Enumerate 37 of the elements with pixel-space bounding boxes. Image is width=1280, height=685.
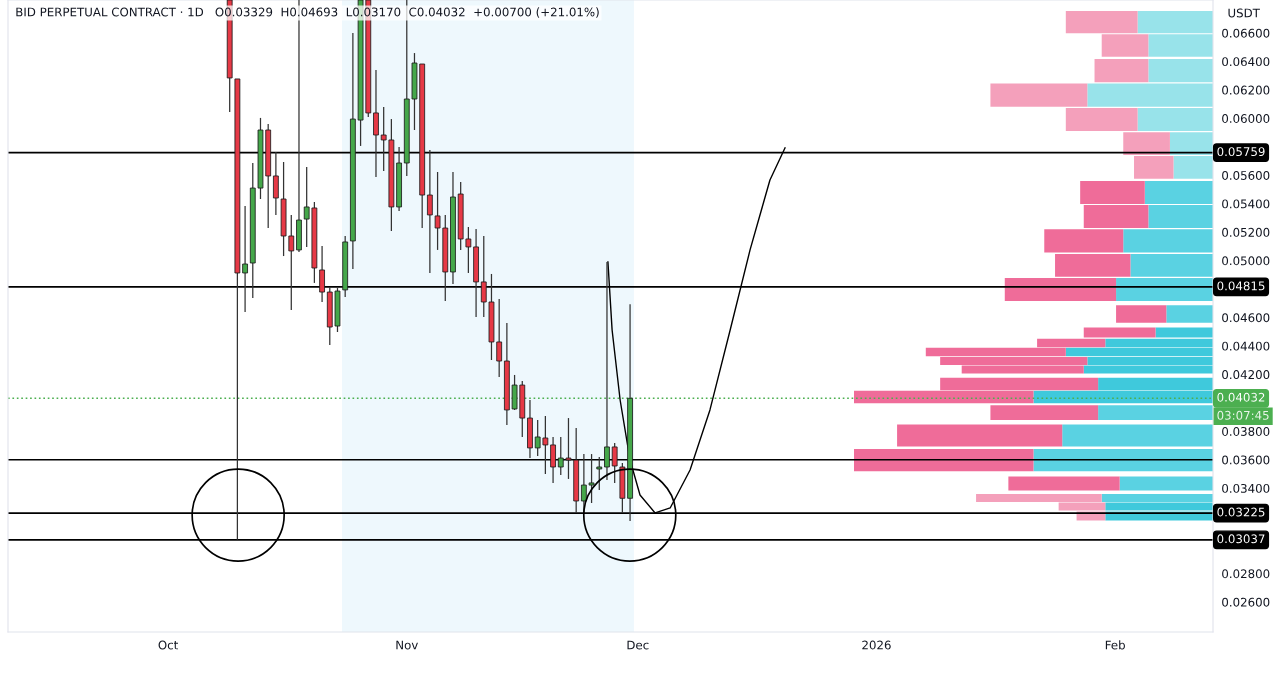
candlestick — [550, 436, 556, 484]
y-tick-label: 0.03600 — [1222, 455, 1270, 465]
y-tick-label: 0.05000 — [1222, 256, 1270, 266]
y-tick-label: 0.06200 — [1222, 85, 1270, 95]
y-tick-label: 0.02600 — [1222, 597, 1270, 607]
y-axis-title: USDT — [1228, 8, 1260, 18]
x-tick-label: Dec — [627, 640, 649, 650]
y-tick-label: 0.06600 — [1222, 28, 1270, 38]
y-tick-label: 0.04600 — [1222, 313, 1270, 323]
y-tick-label: 0.02800 — [1222, 569, 1270, 579]
y-tick-label: 0.06400 — [1222, 57, 1270, 67]
text: O0.03329 H0.04693 L0.03170 C0.04032 +0.00700 (+21.01%) — [215, 7, 599, 18]
ref-line-label: 0.04032 — [1217, 392, 1265, 402]
x-tick-label: 2026 — [862, 640, 891, 650]
ref-line-label: 0.04815 — [1217, 281, 1265, 291]
x-tick-label: Oct — [158, 640, 179, 650]
ref-line-label: 0.03037 — [1217, 534, 1265, 544]
text: 03:07:45 — [1217, 410, 1269, 420]
candlestick — [373, 69, 379, 178]
y-tick-label: 0.05400 — [1222, 199, 1270, 209]
bar — [1062, 424, 1213, 447]
y-tick-label: 0.05600 — [1222, 170, 1270, 180]
y-tick-label: 0.04200 — [1222, 370, 1270, 380]
text: BID PERPETUAL CONTRACT · 1D — [16, 7, 204, 17]
y-tick-label: 0.03400 — [1222, 483, 1270, 493]
x-tick-label: Nov — [396, 640, 418, 650]
y-tick-label: 0.05200 — [1222, 227, 1270, 237]
y-tick-label: 0.03800 — [1222, 427, 1270, 436]
candlestick — [596, 456, 603, 491]
ref-line-label: 0.03225 — [1217, 507, 1265, 517]
bar — [1094, 58, 1149, 83]
x-tick-label: Feb — [1105, 640, 1125, 650]
ref-line-label: 0.05759 — [1217, 147, 1265, 157]
bar — [897, 424, 1063, 447]
y-tick-label: 0.04400 — [1222, 341, 1270, 351]
y-tick-label: 0.06000 — [1222, 114, 1270, 123]
candlestick — [319, 245, 325, 303]
